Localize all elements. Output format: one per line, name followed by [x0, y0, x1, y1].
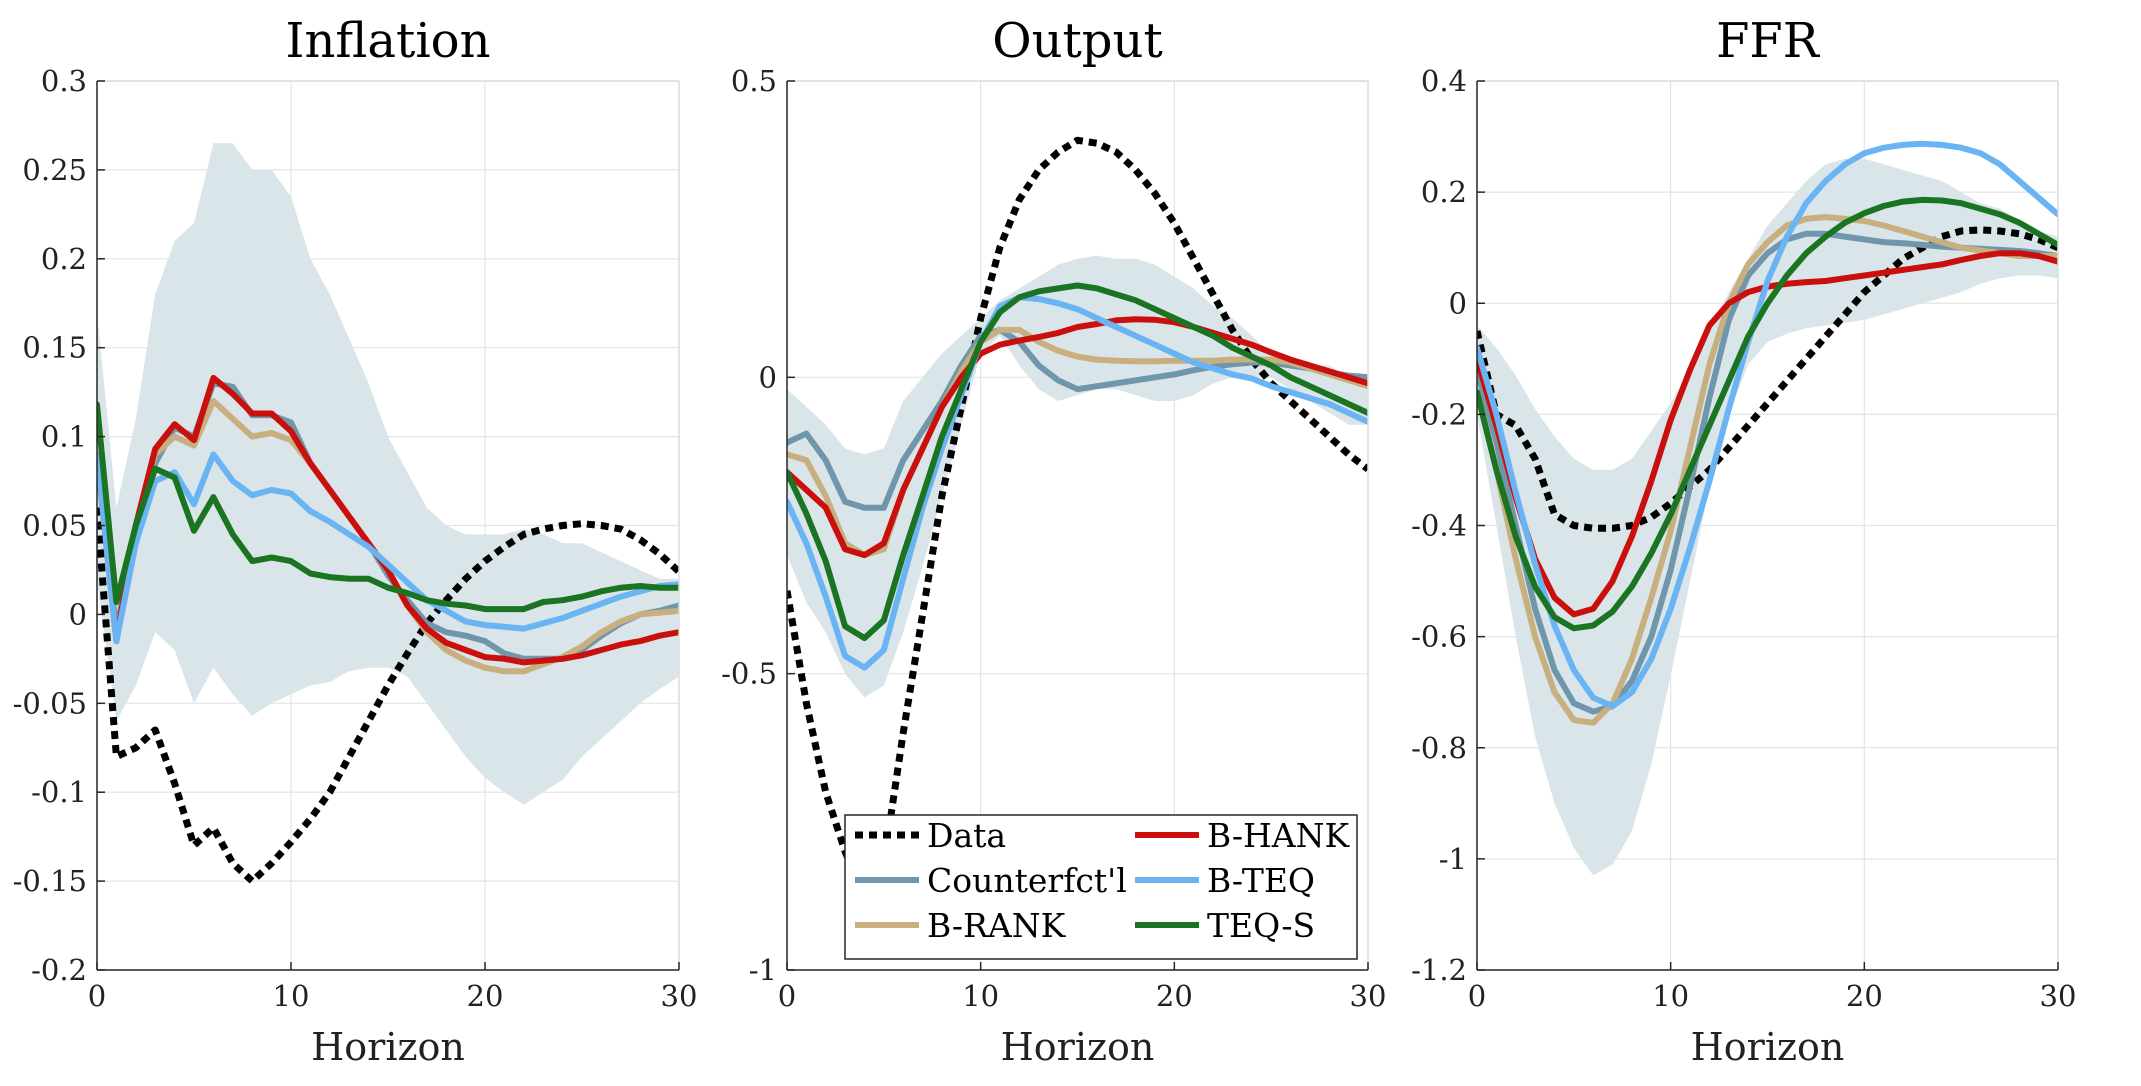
- y-tick-label: -0.4: [1411, 509, 1467, 543]
- x-tick-label: 10: [273, 979, 310, 1013]
- legend-label-b-hank: B-HANK: [1207, 816, 1350, 855]
- y-tick-label: -1.2: [1411, 953, 1467, 987]
- panel-title: Inflation: [286, 13, 491, 69]
- legend-label-teq-s: TEQ-S: [1207, 906, 1315, 945]
- series-line-b-hank: [97, 374, 679, 666]
- series-line-teq-s: [787, 282, 1368, 642]
- y-tick-label: 0: [759, 360, 777, 394]
- series-line-data: [1477, 226, 2058, 532]
- y-tick-label: -0.2: [1411, 397, 1467, 431]
- series-line-b-teq: [1477, 140, 2058, 710]
- plot-content: [1477, 140, 2058, 876]
- y-tick-label: 0.3: [41, 64, 87, 98]
- plot-content: [787, 136, 1368, 903]
- y-tick-label: 0: [69, 597, 87, 631]
- legend-label-data: Data: [927, 816, 1006, 855]
- legend-box: [844, 814, 1358, 960]
- y-tick-label: -0.05: [13, 686, 87, 720]
- series-line-b-rank: [787, 326, 1368, 559]
- panel-title: FFR: [1716, 13, 1821, 69]
- x-tick-label: 0: [778, 979, 796, 1013]
- y-tick-label: 0.2: [41, 242, 87, 276]
- series-line-b-teq: [787, 294, 1368, 671]
- y-tick-label: 0.5: [731, 64, 777, 98]
- inflation-panel: 0 10 20 30 -0.2 -0.15 -0.1 -0.05 0 0.05 0.1 0.15 0.2…: [13, 13, 698, 1069]
- confidence-band: [97, 143, 679, 805]
- y-tick-label: 0.2: [1421, 175, 1467, 209]
- y-tick-label: 0.05: [22, 509, 87, 543]
- y-tick-label: -1: [1439, 842, 1467, 876]
- series-line-teq-s: [1477, 196, 2058, 632]
- x-axis-label: Horizon: [1691, 1025, 1845, 1069]
- y-tick-label: 0.1: [41, 420, 87, 454]
- output-panel: 0 10 20 30 -1 -0.5 0 0.5 Output Horizon Data B-HANK…: [721, 13, 1386, 1069]
- series-line-b-rank: [1477, 214, 2058, 726]
- y-tick-label: -0.15: [13, 864, 87, 898]
- y-tick-label: -0.2: [31, 953, 87, 987]
- y-tick-label: 0.25: [22, 153, 87, 187]
- x-tick-label: 20: [1156, 979, 1193, 1013]
- x-axis-label: Horizon: [1001, 1025, 1155, 1069]
- x-tick-label: 30: [2040, 979, 2077, 1013]
- legend-label-b-teq: B-TEQ: [1207, 861, 1315, 900]
- y-tick-label: -1: [749, 953, 777, 987]
- series-line-b-teq: [97, 451, 679, 645]
- ffr-panel: 0 10 20 30 -1.2 -1 -0.8 -0.6 -0.4 -0.2 0 0.2 0.4 FFR H…: [1411, 13, 2076, 1069]
- y-tick-label: -0.8: [1411, 731, 1467, 765]
- series-line-teq-s: [97, 401, 679, 613]
- y-tick-label: 0: [1449, 286, 1467, 320]
- legend-label-b-rank: B-RANK: [927, 906, 1067, 945]
- x-axis-label: Horizon: [311, 1025, 465, 1069]
- panel-title: Output: [992, 13, 1162, 69]
- y-tick-label: 0.4: [1421, 64, 1467, 98]
- y-tick-label: 0.15: [22, 331, 87, 365]
- plot-content: [97, 143, 679, 885]
- x-tick-label: 20: [467, 979, 504, 1013]
- series-line-b-hank: [787, 316, 1368, 559]
- legend-label-counterfct-l: Counterfct'l: [927, 861, 1127, 900]
- x-tick-label: 20: [1846, 979, 1883, 1013]
- x-tick-label: 30: [661, 979, 698, 1013]
- x-tick-label: 10: [962, 979, 999, 1013]
- x-tick-label: 30: [1350, 979, 1387, 1013]
- x-tick-label: 10: [1652, 979, 1689, 1013]
- legend: Data B-HANK Counterfct'l B-TEQ B-RANK TEQ-S: [844, 814, 1358, 960]
- x-tick-label: 0: [1468, 979, 1486, 1013]
- x-tick-label: 0: [88, 979, 106, 1013]
- y-tick-label: -0.1: [31, 775, 87, 809]
- y-tick-label: -0.5: [721, 657, 777, 691]
- y-tick-label: -0.6: [1411, 620, 1467, 654]
